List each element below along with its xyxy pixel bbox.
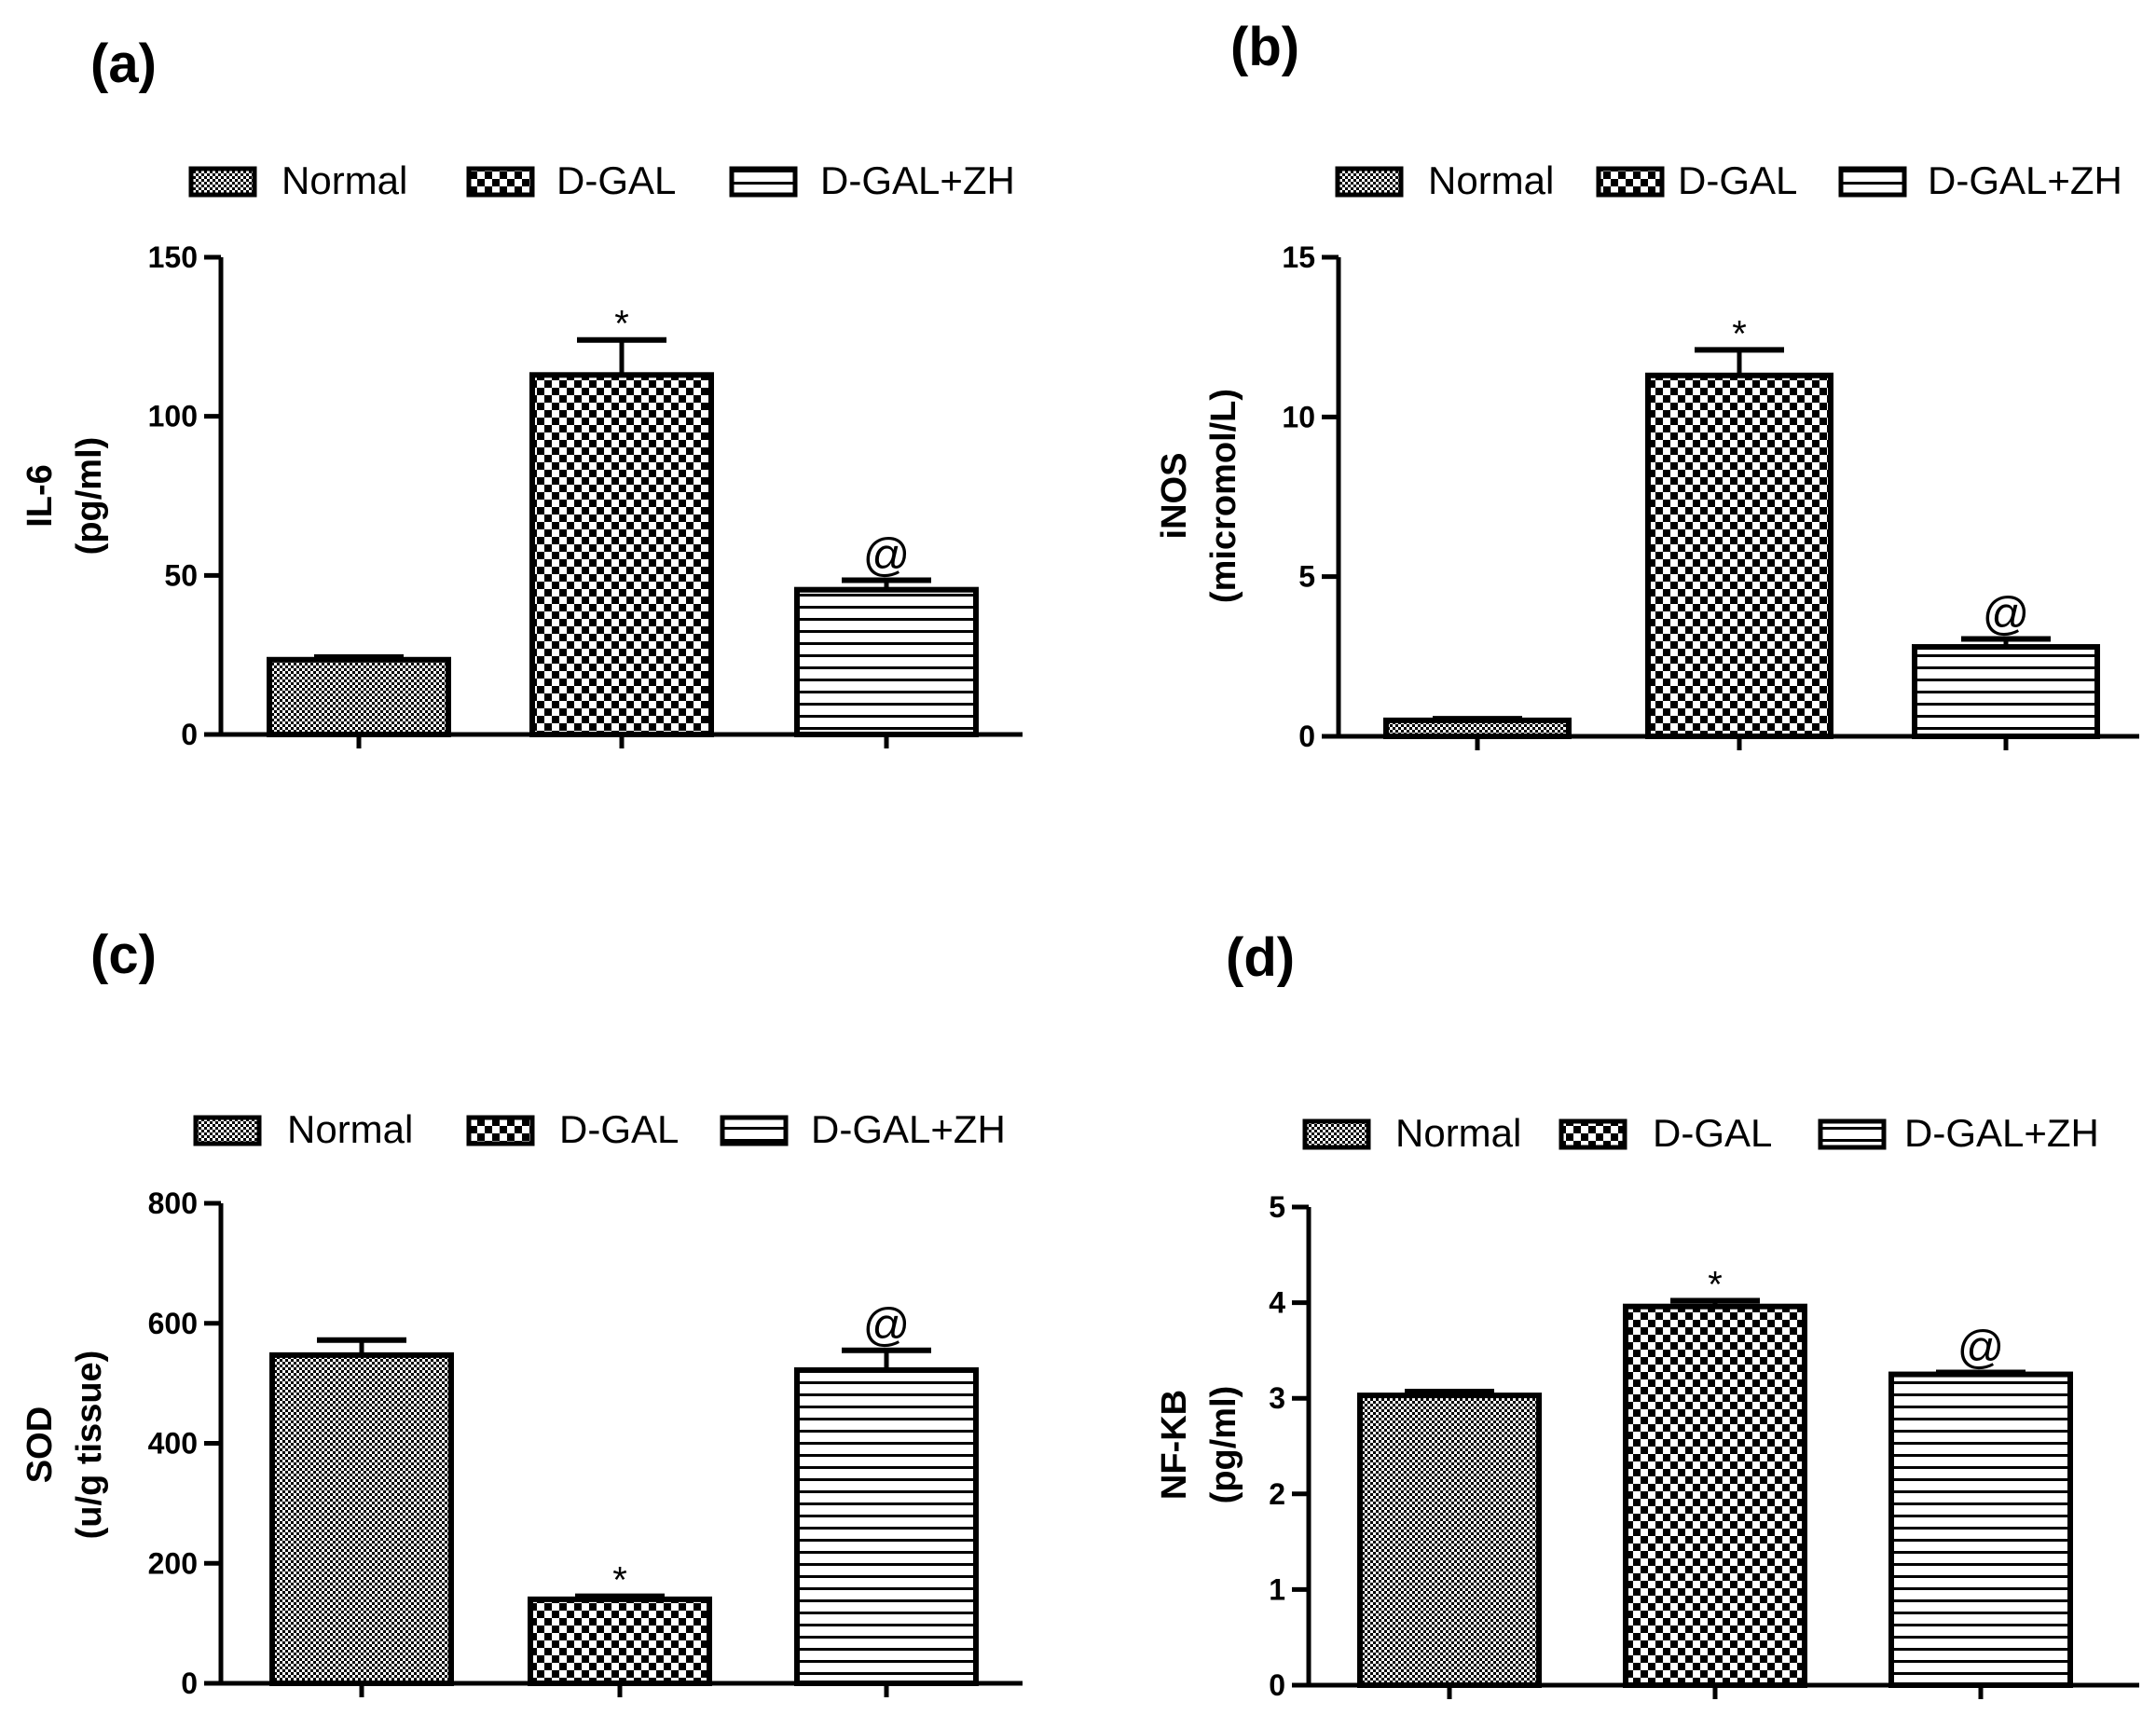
legend-swatch xyxy=(1838,166,1907,198)
y-axis-unit-label: (pg/ml) xyxy=(1204,1386,1243,1504)
legend-label: Normal xyxy=(1395,1111,1521,1155)
y-tick-label: 2 xyxy=(1269,1477,1285,1511)
y-tick-label: 0 xyxy=(181,1667,198,1700)
legend-swatch xyxy=(193,1115,262,1146)
y-tick-label: 600 xyxy=(148,1307,198,1340)
bar xyxy=(528,1596,712,1686)
bar xyxy=(1888,1371,2073,1689)
y-tick-label: 200 xyxy=(148,1546,198,1580)
bar xyxy=(1383,717,1572,739)
bar xyxy=(794,1366,979,1687)
legend-swatch xyxy=(729,166,798,198)
legend-label: D-GAL+ZH xyxy=(811,1107,1006,1151)
y-axis-label: NF-KB xyxy=(1155,1390,1194,1500)
legend-swatch xyxy=(1596,166,1665,198)
legend-swatch xyxy=(1818,1118,1887,1150)
legend-label: D-GAL xyxy=(559,1107,679,1151)
y-axis-unit-label: (pg/ml) xyxy=(70,437,109,556)
y-axis-label: iNOS xyxy=(1155,453,1194,540)
y-tick-label: 150 xyxy=(148,240,198,274)
legend-swatch xyxy=(188,166,257,198)
y-tick-label: 0 xyxy=(1269,1668,1285,1702)
chart-panel: (a) Normal D-GAL D-GAL+ZH 0 50 100 150 IL-6 (pg/m… xyxy=(21,34,1023,751)
legend-label: D-GAL xyxy=(1653,1111,1772,1155)
legend-swatch xyxy=(720,1115,789,1146)
legend-label: Normal xyxy=(1428,158,1554,202)
y-tick-label: 15 xyxy=(1282,240,1315,274)
bar xyxy=(267,656,451,738)
bar xyxy=(1645,372,1833,739)
y-axis-label: SOD xyxy=(21,1406,60,1483)
y-tick-label: 10 xyxy=(1282,400,1315,433)
significance-at: @ xyxy=(1957,1321,2005,1373)
bar xyxy=(794,586,979,738)
legend-label: D-GAL xyxy=(556,158,676,202)
y-tick-label: 3 xyxy=(1269,1381,1285,1415)
y-tick-label: 4 xyxy=(1269,1286,1285,1320)
legend-swatch xyxy=(1559,1118,1627,1150)
significance-at: @ xyxy=(863,528,911,581)
legend-swatch xyxy=(466,1115,535,1146)
bar xyxy=(1357,1393,1542,1688)
y-tick-label: 800 xyxy=(148,1187,198,1220)
y-tick-label: 0 xyxy=(1298,720,1315,753)
legend-label: D-GAL+ZH xyxy=(820,158,1015,202)
legend-swatch xyxy=(1335,166,1404,198)
legend-label: D-GAL+ZH xyxy=(1928,158,2122,202)
y-tick-label: 400 xyxy=(148,1427,198,1461)
panel-letter: (c) xyxy=(90,925,157,985)
significance-at: @ xyxy=(1983,587,2030,639)
significance-star: * xyxy=(612,1560,627,1601)
legend-label: D-GAL+ZH xyxy=(1904,1111,2099,1155)
chart-panel: (d) Normal D-GAL D-GAL+ZH 0 1 2 3 4 5 NF-KB (pg/ml)… xyxy=(1155,927,2139,1702)
panel-letter: (b) xyxy=(1230,17,1299,77)
panel-letter: (a) xyxy=(90,34,157,94)
bar xyxy=(1623,1303,1807,1688)
chart-panel: (b) Normal D-GAL D-GAL+ZH 0 5 10 15 iNOS (micromo… xyxy=(1155,17,2139,753)
y-axis-label: IL-6 xyxy=(21,464,60,528)
panel-letter: (d) xyxy=(1226,927,1295,988)
y-axis-unit-label: (micromol/L) xyxy=(1204,389,1243,603)
y-tick-label: 1 xyxy=(1269,1572,1285,1606)
significance-at: @ xyxy=(863,1299,911,1351)
legend-swatch xyxy=(466,166,535,198)
legend-label: Normal xyxy=(282,158,407,202)
significance-star: * xyxy=(1732,313,1747,354)
chart-panel: (c) Normal D-GAL D-GAL+ZH 0 200 400 600 800 SOD (u… xyxy=(21,925,1023,1700)
y-tick-label: 50 xyxy=(164,558,198,592)
bar xyxy=(1912,644,2100,740)
y-tick-label: 5 xyxy=(1298,560,1315,594)
y-tick-label: 5 xyxy=(1269,1190,1285,1224)
significance-star: * xyxy=(1708,1265,1723,1306)
bar xyxy=(529,372,714,737)
legend-swatch xyxy=(1302,1118,1371,1150)
y-tick-label: 0 xyxy=(181,718,198,751)
bar xyxy=(269,1351,454,1687)
y-axis-unit-label: (u/g tissue) xyxy=(70,1351,109,1540)
y-tick-label: 100 xyxy=(148,400,198,433)
significance-star: * xyxy=(614,304,629,345)
legend-label: Normal xyxy=(287,1107,413,1151)
legend-label: D-GAL xyxy=(1678,158,1797,202)
